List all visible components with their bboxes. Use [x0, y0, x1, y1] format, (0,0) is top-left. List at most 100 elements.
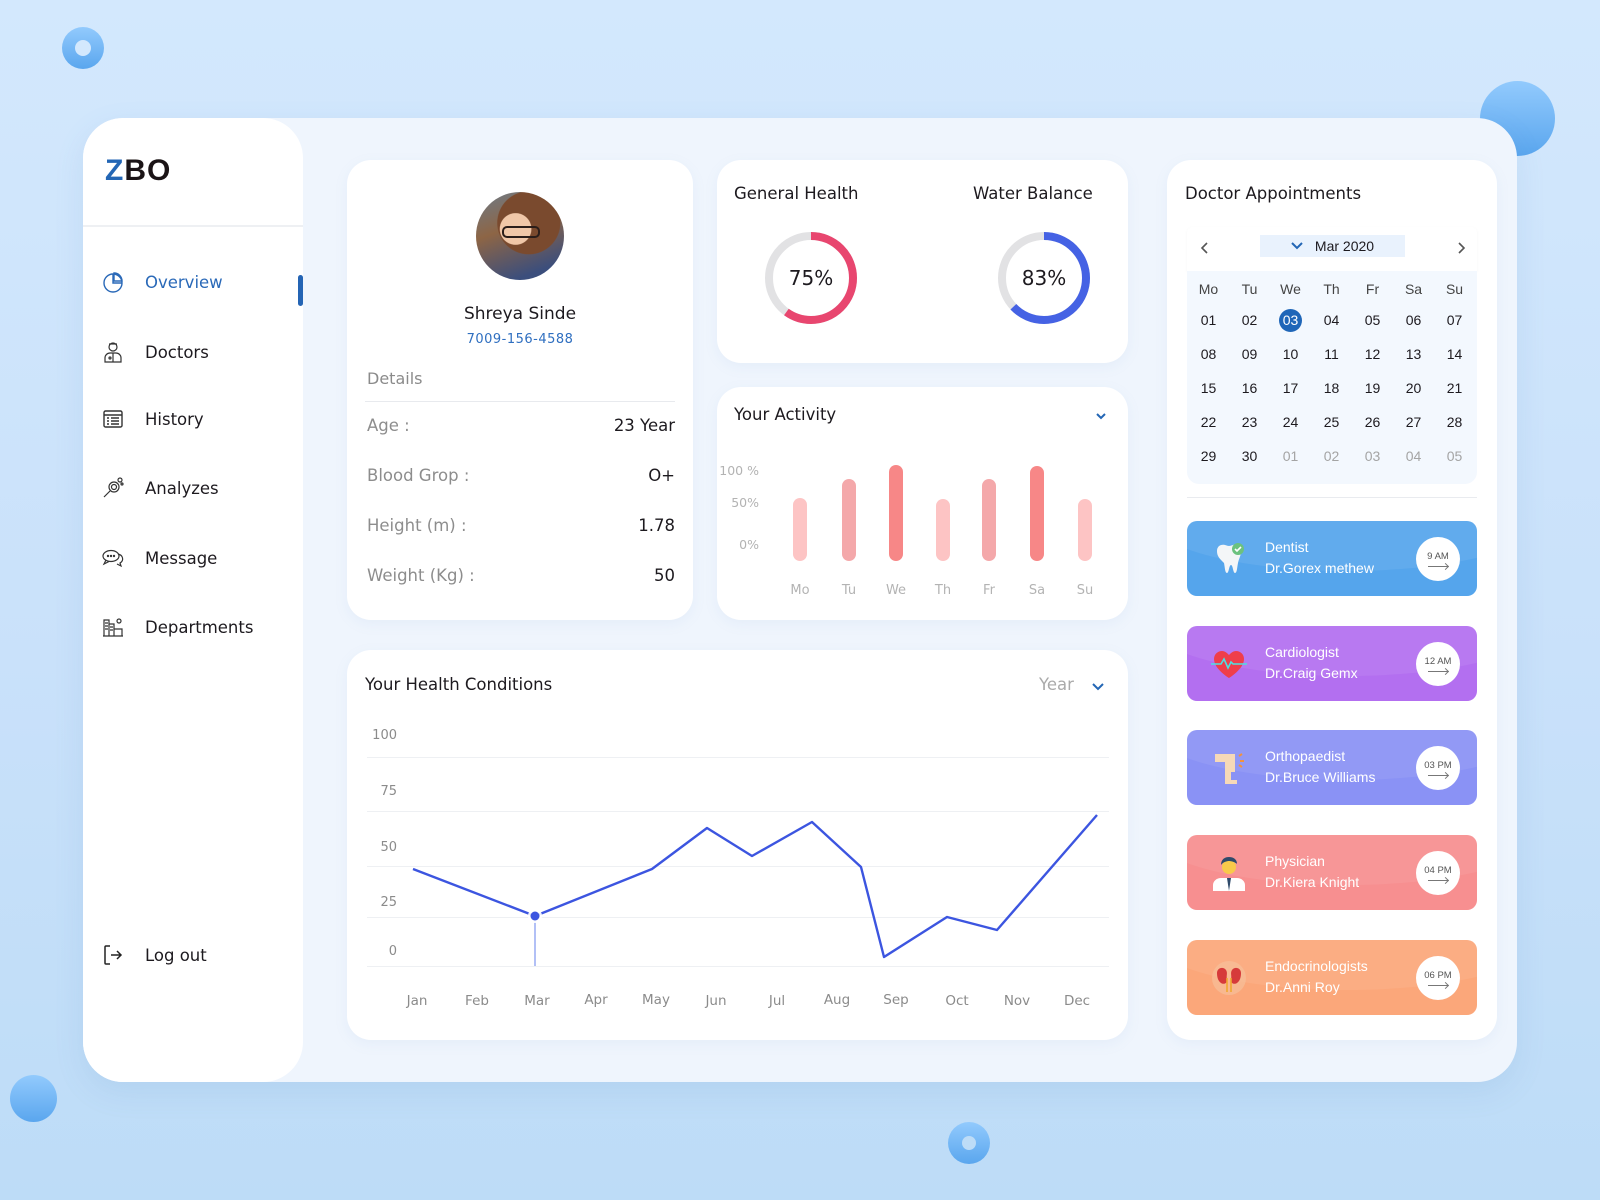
sidebar-item-history[interactable]: History	[101, 407, 204, 431]
month-selector[interactable]: Mar 2020	[1260, 235, 1405, 257]
calendar-day[interactable]: 22	[1200, 414, 1217, 430]
x-label: Nov	[1003, 993, 1031, 1009]
calendar-day[interactable]: 16	[1241, 380, 1258, 396]
appointment-dentist[interactable]: Dentist Dr.Gorex methew 9 AM	[1187, 521, 1477, 596]
avatar[interactable]	[476, 192, 564, 280]
water-balance-gauge: 83%	[996, 230, 1092, 326]
calendar-day[interactable]: 27	[1405, 414, 1422, 430]
appointment-time-badge[interactable]: 03 PM	[1416, 746, 1460, 790]
health-title: Your Health Conditions	[365, 675, 553, 694]
sidebar-item-overview[interactable]: Overview	[101, 270, 223, 294]
decorative-circle	[10, 1075, 57, 1122]
arrow-right-icon	[1428, 671, 1448, 672]
period-select[interactable]: Year	[1039, 675, 1074, 694]
calendar-day[interactable]: 20	[1405, 380, 1422, 396]
y-tick: 100 %	[719, 463, 759, 478]
appointment-time-badge[interactable]: 04 PM	[1416, 851, 1460, 895]
sidebar-item-analyzes[interactable]: Analyzes	[101, 476, 219, 500]
activity-bar-su[interactable]	[1078, 499, 1092, 561]
appointment-doctor: Dr.Craig Gemx	[1265, 665, 1358, 681]
general-health-value: 75%	[788, 266, 834, 290]
calendar-day[interactable]: 28	[1446, 414, 1463, 430]
activity-bar-we[interactable]	[889, 465, 903, 561]
patient-phone[interactable]: 7009-156-4588	[466, 332, 574, 347]
calendar-day[interactable]: 04	[1323, 312, 1340, 328]
activity-bar-sa[interactable]	[1030, 466, 1044, 561]
calendar-day-next-month[interactable]: 03	[1364, 448, 1381, 464]
logo[interactable]: ZBO	[105, 154, 172, 187]
calendar-day[interactable]: 06	[1405, 312, 1422, 328]
chevron-right-icon[interactable]	[1455, 241, 1467, 255]
calendar-day[interactable]: 15	[1200, 380, 1217, 396]
calendar-day-next-month[interactable]: 02	[1323, 448, 1340, 464]
sidebar-item-doctors[interactable]: Doctors	[101, 340, 209, 364]
appointment-orthopaedist[interactable]: Orthopaedist Dr.Bruce Williams 03 PM	[1187, 730, 1477, 805]
calendar-day-next-month[interactable]: 05	[1446, 448, 1463, 464]
calendar-day[interactable]: 25	[1323, 414, 1340, 430]
heart-pulse-icon	[1211, 651, 1247, 678]
calendar-day[interactable]: 19	[1364, 380, 1381, 396]
sidebar-item-message[interactable]: Message	[101, 546, 217, 570]
calendar-day[interactable]: 14	[1446, 346, 1463, 362]
calendar-day[interactable]: 03	[1270, 303, 1311, 337]
appointment-endocrinologist[interactable]: Endocrinologists Dr.Anni Roy 06 PM	[1187, 940, 1477, 1015]
calendar-day[interactable]: 29	[1200, 448, 1217, 464]
calendar-day[interactable]: 09	[1241, 346, 1258, 362]
y-tick: 0	[388, 944, 397, 959]
appointment-specialty: Physician	[1265, 853, 1325, 869]
calendar-day[interactable]: 24	[1282, 414, 1299, 430]
logout-button[interactable]: Log out	[101, 943, 207, 967]
health-line-chart[interactable]	[347, 650, 1128, 1040]
calendar-day[interactable]: 01	[1200, 312, 1217, 328]
calendar-day[interactable]: 30	[1241, 448, 1258, 464]
x-label: Jan	[406, 993, 428, 1009]
calendar-day[interactable]: 18	[1323, 380, 1340, 396]
calendar-day[interactable]: 02	[1241, 312, 1258, 328]
appointment-cardiologist[interactable]: Cardiologist Dr.Craig Gemx 12 AM	[1187, 626, 1477, 701]
calendar-day[interactable]: 26	[1364, 414, 1381, 430]
calendar-day[interactable]: 05	[1364, 312, 1381, 328]
activity-bar-fr[interactable]	[982, 479, 996, 561]
appointment-time-badge[interactable]: 06 PM	[1416, 956, 1460, 1000]
calendar-grid: Mo Tu We Th Fr Sa Su 01 02 03 04 05 06 07 08 09 10 11 12 13…	[1187, 271, 1477, 484]
chevron-left-icon[interactable]	[1199, 241, 1211, 255]
x-label: Dec	[1063, 993, 1091, 1009]
chevron-down-icon[interactable]	[1091, 679, 1105, 693]
calendar-day[interactable]: 11	[1324, 346, 1339, 362]
weekday-header: Su	[1445, 281, 1464, 297]
y-tick: 100	[372, 728, 397, 743]
y-tick: 75	[380, 784, 397, 799]
calendar-day[interactable]: 21	[1446, 380, 1463, 396]
chevron-down-icon[interactable]	[1094, 409, 1108, 423]
weekday-header: Mo	[1198, 281, 1219, 297]
grid-line	[367, 866, 1109, 867]
activity-bar-tu[interactable]	[842, 479, 856, 561]
water-balance-value: 83%	[1021, 266, 1067, 290]
appointment-time-badge[interactable]: 12 AM	[1416, 642, 1460, 686]
calendar-day[interactable]: 23	[1241, 414, 1258, 430]
decorative-ring	[62, 27, 104, 69]
weekday-header: Fr	[1365, 281, 1380, 297]
calendar-header: Mar 2020	[1187, 227, 1477, 271]
appointment-physician[interactable]: Physician Dr.Kiera Knight 04 PM	[1187, 835, 1477, 910]
grid-line	[367, 966, 1109, 967]
x-label: Mar	[524, 993, 550, 1009]
activity-bar-mo[interactable]	[793, 498, 807, 561]
x-label: Sep	[883, 992, 909, 1008]
arrow-right-icon	[1428, 880, 1448, 881]
calendar-day[interactable]: 17	[1282, 380, 1299, 396]
appointment-time-badge[interactable]: 9 AM	[1416, 537, 1460, 581]
calendar-day-next-month[interactable]: 01	[1282, 448, 1299, 464]
weekday-header: Sa	[1404, 281, 1423, 297]
calendar-day[interactable]: 07	[1446, 312, 1463, 328]
calendar-day-next-month[interactable]: 04	[1405, 448, 1422, 464]
activity-bar-th[interactable]	[936, 499, 950, 561]
sidebar-item-departments[interactable]: Departments	[101, 615, 253, 639]
details-divider	[365, 401, 675, 402]
calendar-day[interactable]: 13	[1405, 346, 1422, 362]
calendar-day[interactable]: 08	[1200, 346, 1217, 362]
chat-bubbles-icon	[102, 549, 124, 568]
decorative-ring	[948, 1122, 990, 1164]
calendar-day[interactable]: 12	[1364, 346, 1381, 362]
calendar-day[interactable]: 10	[1282, 346, 1299, 362]
